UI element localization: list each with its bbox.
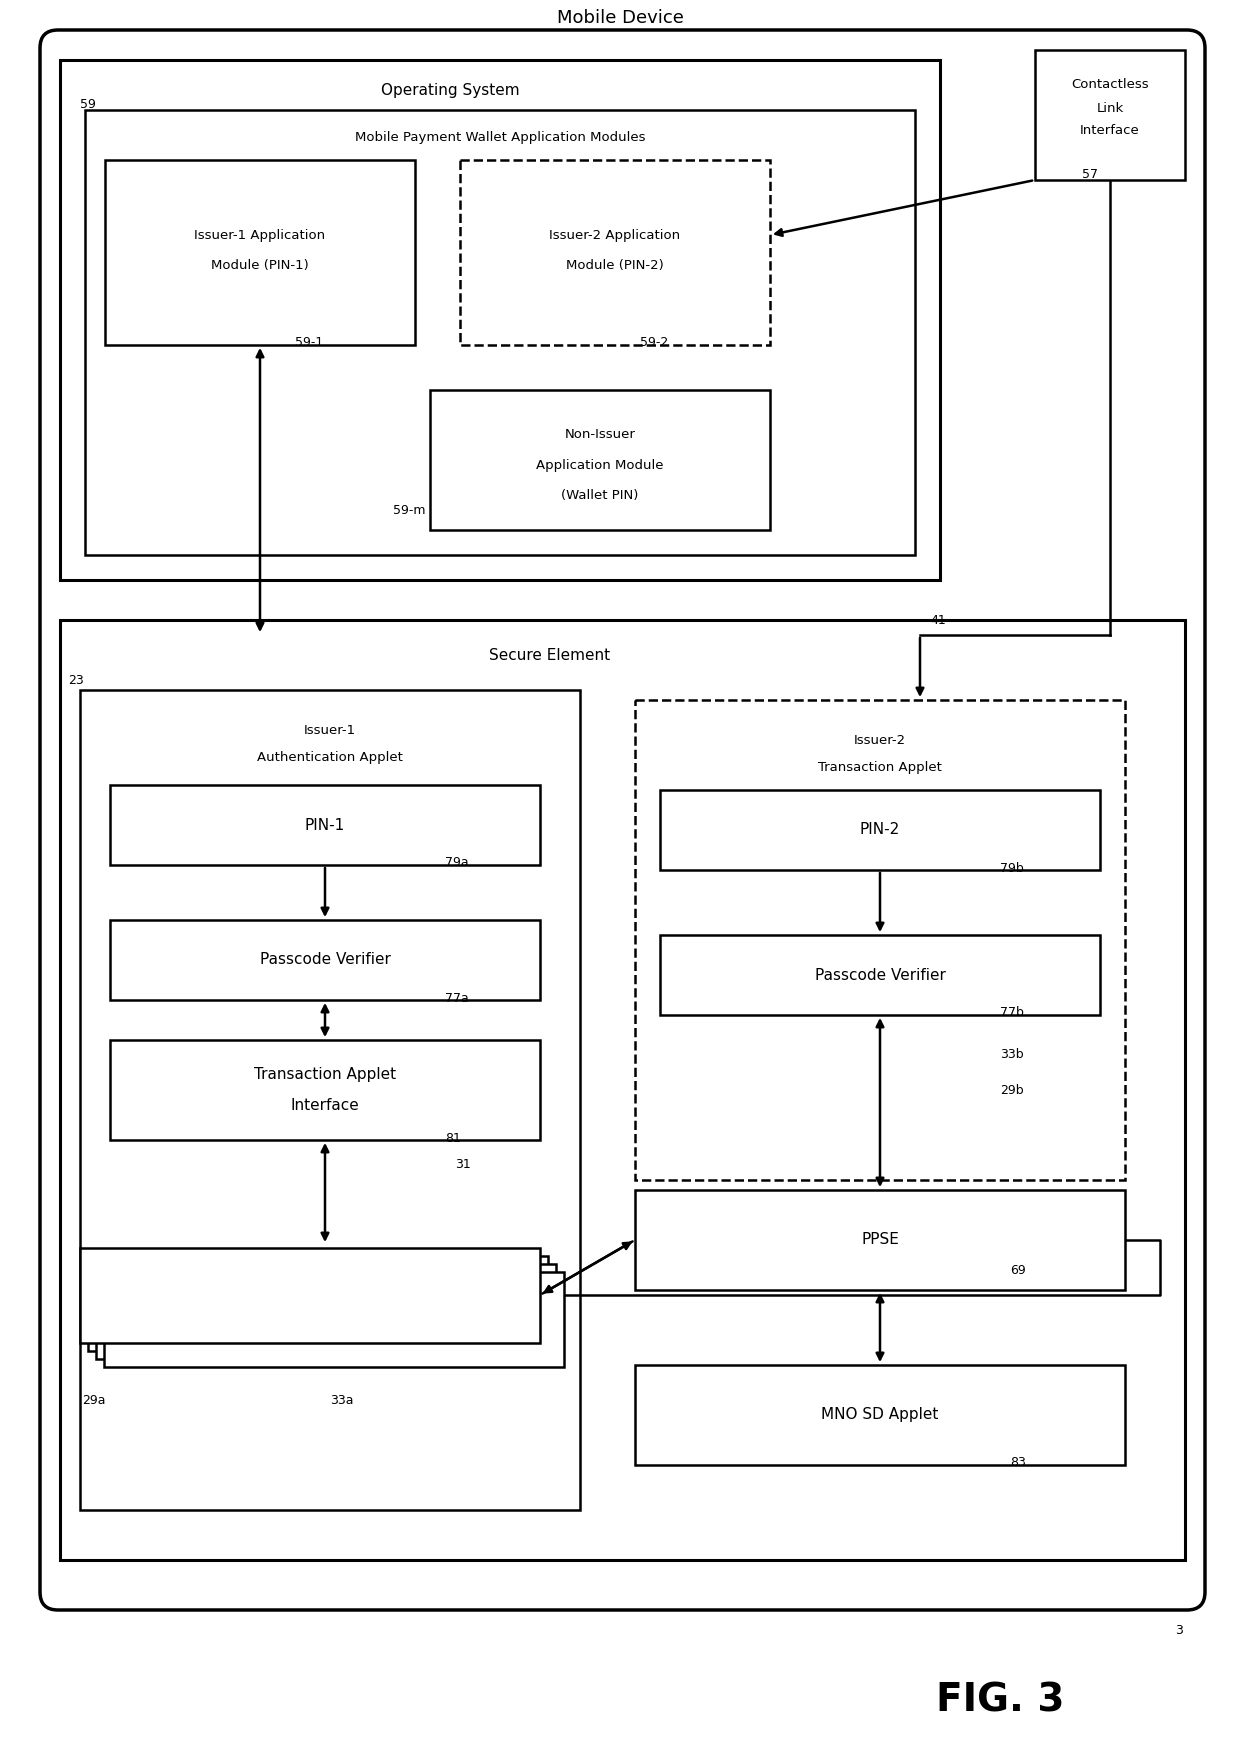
Text: Contactless: Contactless (1071, 79, 1148, 91)
Bar (110, 786, 539, 865)
Text: Secure Element: Secure Element (490, 647, 610, 663)
Bar (81, 689, 580, 1510)
Text: Issuer-1 Application: Issuer-1 Application (195, 228, 326, 242)
Bar (635, 700, 1125, 1180)
Bar (660, 935, 1100, 1016)
Text: PPSE: PPSE (861, 1233, 899, 1247)
Text: 79a: 79a (445, 856, 469, 870)
Text: 59: 59 (81, 98, 95, 112)
Text: Interface: Interface (1080, 125, 1140, 137)
Bar (460, 160, 770, 346)
Text: 3: 3 (1176, 1624, 1183, 1636)
Bar (88, 1256, 548, 1351)
Text: Module (PIN-1): Module (PIN-1) (211, 258, 309, 272)
Text: Transaction Applet: Transaction Applet (254, 1068, 396, 1082)
Text: Passcode Verifier: Passcode Verifier (259, 952, 391, 968)
Bar (660, 789, 1100, 870)
Bar (110, 1040, 539, 1140)
Text: 41: 41 (930, 614, 946, 626)
Text: 31: 31 (455, 1158, 471, 1172)
Bar (60, 60, 940, 581)
Text: 33b: 33b (999, 1049, 1024, 1061)
Text: 29a: 29a (82, 1393, 105, 1407)
Text: Issuer-1: Issuer-1 (304, 723, 356, 737)
Text: 29b: 29b (999, 1084, 1024, 1096)
Bar (430, 389, 770, 530)
Text: 33a: 33a (330, 1393, 353, 1407)
Bar (60, 619, 1185, 1559)
Text: 77a: 77a (445, 991, 469, 1005)
Text: Issuer-2 Application: Issuer-2 Application (549, 228, 681, 242)
Text: Link: Link (1096, 102, 1123, 114)
Text: Issuer-1 Transaction Applets: Issuer-1 Transaction Applets (202, 1287, 418, 1303)
Text: 69: 69 (1011, 1263, 1025, 1277)
Bar (104, 1272, 564, 1366)
Bar (105, 160, 415, 346)
Text: Application Module: Application Module (536, 458, 663, 472)
Text: Mobile Payment Wallet Application Modules: Mobile Payment Wallet Application Module… (355, 132, 645, 144)
Text: PIN-1: PIN-1 (305, 817, 345, 833)
Text: MNO SD Applet: MNO SD Applet (821, 1407, 939, 1422)
Bar (81, 1249, 539, 1344)
Text: 81: 81 (445, 1131, 461, 1145)
Text: Authentication Applet: Authentication Applet (257, 751, 403, 765)
Text: Transaction Applet: Transaction Applet (818, 761, 942, 775)
Text: 83: 83 (1011, 1456, 1025, 1468)
Text: 77b: 77b (999, 1007, 1024, 1019)
Text: Passcode Verifier: Passcode Verifier (815, 968, 945, 982)
Text: Non-Issuer: Non-Issuer (564, 428, 635, 442)
Text: 57: 57 (1083, 168, 1097, 181)
Text: 23: 23 (68, 674, 84, 686)
Bar (110, 921, 539, 1000)
Text: FIG. 3: FIG. 3 (936, 1680, 1064, 1719)
Text: 79b: 79b (999, 861, 1024, 875)
Text: 59-1: 59-1 (295, 337, 324, 349)
Text: Issuer-2: Issuer-2 (854, 733, 906, 747)
Text: Module (PIN-2): Module (PIN-2) (567, 258, 663, 272)
Text: (Wallet PIN): (Wallet PIN) (562, 489, 639, 502)
Text: 59-m: 59-m (393, 503, 425, 516)
Text: Operating System: Operating System (381, 82, 520, 98)
Bar (635, 1189, 1125, 1289)
Text: Interface: Interface (290, 1098, 360, 1112)
Bar (635, 1365, 1125, 1465)
Bar (1035, 51, 1185, 181)
Bar (86, 111, 915, 554)
Bar (95, 1265, 556, 1359)
Text: 59-2: 59-2 (640, 337, 668, 349)
FancyBboxPatch shape (40, 30, 1205, 1610)
Text: Mobile Device: Mobile Device (557, 9, 683, 26)
Text: PIN-2: PIN-2 (859, 823, 900, 837)
